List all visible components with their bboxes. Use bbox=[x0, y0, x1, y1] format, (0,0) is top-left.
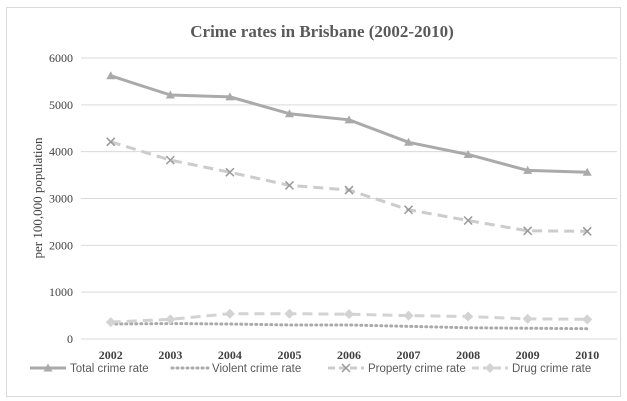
series-drug-crime-rate bbox=[105, 308, 593, 328]
data-point bbox=[165, 155, 175, 165]
data-point bbox=[284, 180, 294, 190]
legend-label: Drug crime rate bbox=[512, 363, 591, 375]
y-axis-label: per 100,000 population bbox=[30, 137, 45, 258]
data-point bbox=[106, 71, 116, 80]
x-tick-label: 2006 bbox=[337, 348, 361, 362]
chart-title: Crime rates in Brisbane (2002-2010) bbox=[190, 22, 453, 41]
data-point bbox=[582, 167, 592, 176]
data-point bbox=[463, 215, 473, 226]
series-line-property-crime-rate bbox=[110, 140, 588, 233]
data-point bbox=[463, 149, 473, 158]
data-point bbox=[582, 314, 593, 325]
y-tick-label: 3000 bbox=[49, 192, 73, 206]
series-violent-crime-rate bbox=[109, 322, 589, 331]
series-line-violent-crime-rate bbox=[109, 322, 589, 331]
data-point bbox=[522, 313, 533, 324]
data-point bbox=[404, 137, 414, 146]
data-point bbox=[463, 311, 474, 322]
series-line-total-crime-rate bbox=[110, 74, 588, 174]
series-lines bbox=[105, 71, 593, 331]
y-tick-label: 5000 bbox=[49, 98, 73, 112]
x-tick-label: 2003 bbox=[158, 348, 182, 362]
data-point bbox=[403, 310, 414, 321]
series-total-crime-rate bbox=[106, 71, 592, 176]
legend-item: Property crime rate bbox=[328, 363, 466, 375]
data-point bbox=[106, 137, 116, 147]
data-point bbox=[404, 205, 414, 215]
legend-label: Property crime rate bbox=[368, 363, 466, 375]
legend-label: Total crime rate bbox=[70, 363, 149, 375]
y-tick-label: 1000 bbox=[49, 285, 73, 299]
data-point bbox=[523, 165, 533, 174]
x-tick-label: 2002 bbox=[99, 348, 123, 362]
legend-label: Violent crime rate bbox=[212, 363, 301, 375]
x-axis-ticks: 2002 2003 2004 2005 2006 2007 2008 2009 2010 bbox=[99, 348, 599, 362]
y-tick-label: 0 bbox=[67, 332, 73, 346]
x-tick-label: 2005 bbox=[277, 348, 301, 362]
y-tick-label: 4000 bbox=[49, 145, 73, 159]
y-tick-label: 2000 bbox=[49, 238, 73, 252]
data-point bbox=[284, 308, 295, 319]
data-point bbox=[165, 314, 176, 325]
x-tick-label: 2008 bbox=[456, 348, 480, 362]
data-point bbox=[344, 185, 354, 195]
legend-marker bbox=[485, 363, 495, 373]
x-tick-label: 2007 bbox=[397, 348, 421, 362]
data-point bbox=[165, 90, 175, 99]
x-tick-label: 2009 bbox=[516, 348, 540, 362]
y-axis-ticks: 0 1000 2000 3000 4000 5000 6000 bbox=[49, 51, 73, 346]
gridlines bbox=[81, 57, 617, 340]
data-point bbox=[523, 226, 533, 236]
data-point bbox=[344, 115, 354, 124]
data-point bbox=[105, 317, 116, 328]
legend-item: Drug crime rate bbox=[472, 363, 591, 375]
chart-frame bbox=[6, 7, 621, 397]
data-point bbox=[224, 308, 235, 319]
y-tick-label: 6000 bbox=[49, 51, 73, 65]
x-tick-label: 2004 bbox=[218, 348, 242, 362]
legend-marker bbox=[43, 363, 53, 372]
legend-marker bbox=[341, 363, 351, 373]
legend-item: Violent crime rate bbox=[170, 363, 301, 375]
x-tick-label: 2010 bbox=[575, 348, 599, 362]
legend: Total crime rate Violent crime rate Proper… bbox=[30, 363, 591, 375]
data-point bbox=[225, 92, 235, 101]
data-point bbox=[284, 109, 294, 118]
data-point bbox=[582, 226, 592, 236]
data-point bbox=[225, 167, 235, 177]
legend-item: Total crime rate bbox=[30, 363, 149, 375]
data-point bbox=[344, 309, 354, 320]
series-property-crime-rate bbox=[106, 137, 592, 236]
